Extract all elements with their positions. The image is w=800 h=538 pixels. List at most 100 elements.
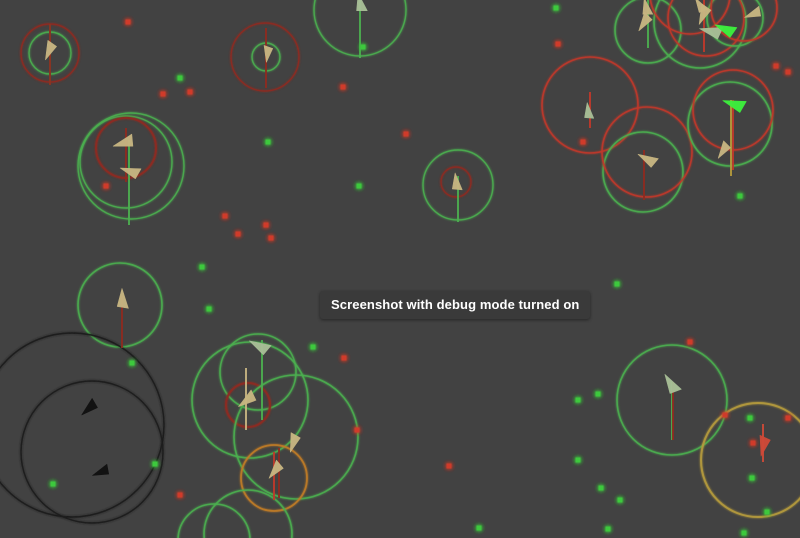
- range-circle: [233, 374, 359, 500]
- contact-dot: [356, 183, 362, 189]
- contact-dot: [310, 344, 316, 350]
- unit-marker-ne-5: [638, 11, 653, 32]
- contact-dot: [265, 139, 271, 145]
- unit-marker-ne-2: [637, 153, 659, 168]
- contact-dot: [177, 75, 183, 81]
- range-circle: [706, 0, 764, 47]
- unit-marker-s-4: [268, 459, 284, 479]
- contact-dot: [773, 63, 779, 69]
- unit-marker-s-2: [238, 389, 257, 407]
- contact-dot: [747, 415, 753, 421]
- contact-dot: [741, 530, 747, 536]
- range-circle: [541, 56, 639, 154]
- contact-dot: [50, 481, 56, 487]
- contact-dot: [268, 235, 274, 241]
- range-circle: [240, 444, 308, 512]
- contact-dot: [785, 69, 791, 75]
- contact-dot: [160, 91, 166, 97]
- range-circle: [191, 341, 309, 459]
- range-circle: [225, 382, 271, 428]
- contact-dot: [749, 475, 755, 481]
- contact-dot: [617, 497, 623, 503]
- contact-dot: [764, 509, 770, 515]
- unit-marker-group: [45, 0, 771, 479]
- contact-dot: [575, 457, 581, 463]
- contact-dot: [103, 183, 109, 189]
- contact-dot: [152, 461, 158, 467]
- contact-dot: [750, 440, 756, 446]
- contact-dot: [235, 231, 241, 237]
- contact-dot: [595, 391, 601, 397]
- unit-marker-ne-6: [642, 0, 654, 15]
- unit-marker-n-2: [356, 0, 368, 11]
- debug-mode-tooltip: Screenshot with debug mode turned on: [320, 291, 591, 319]
- contact-dot: [354, 427, 360, 433]
- contact-dot: [614, 281, 620, 287]
- range-circle: [700, 402, 800, 518]
- range-circle: [649, 0, 731, 35]
- unit-marker-w-1: [112, 133, 134, 147]
- unit-marker-ne-3: [722, 100, 747, 113]
- contact-dot: [785, 415, 791, 421]
- contact-dot: [360, 44, 366, 50]
- unit-marker-w-2: [119, 167, 142, 179]
- contact-dot: [263, 222, 269, 228]
- contact-dot: [722, 412, 728, 418]
- range-circle: [710, 0, 778, 42]
- range-circle: [616, 344, 728, 456]
- contact-dot: [446, 463, 452, 469]
- unit-marker-se-1: [664, 374, 682, 394]
- contact-dot: [555, 41, 561, 47]
- unit-marker-ne-11: [695, 0, 709, 13]
- range-circle: [602, 131, 684, 213]
- contact-dot: [187, 89, 193, 95]
- contact-dot: [222, 213, 228, 219]
- unit-marker-n-1: [263, 45, 274, 63]
- unit-marker-w-3: [116, 288, 129, 309]
- range-circle: [230, 22, 300, 92]
- range-circle: [0, 332, 165, 518]
- contact-dot: [737, 193, 743, 199]
- range-circle: [77, 112, 185, 220]
- range-circle: [614, 0, 682, 64]
- contact-dot: [580, 139, 586, 145]
- unit-marker-s-3: [290, 432, 301, 453]
- contact-dot: [553, 5, 559, 11]
- contact-dot: [177, 492, 183, 498]
- unit-marker-ne-1: [584, 102, 595, 119]
- unit-marker-s-1: [249, 340, 272, 356]
- range-circle: [653, 0, 747, 69]
- contact-dot: [403, 131, 409, 137]
- contact-dot: [605, 526, 611, 532]
- contact-dot: [476, 525, 482, 531]
- range-circle: [20, 380, 164, 524]
- contact-dot: [687, 339, 693, 345]
- range-circle: [667, 0, 745, 57]
- contact-dot: [199, 264, 205, 270]
- unit-marker-ne-10: [744, 5, 761, 18]
- unit-marker-c-1: [452, 172, 463, 191]
- unit-marker-dark-2: [92, 463, 109, 476]
- range-circle: [440, 166, 472, 198]
- contact-dot: [341, 355, 347, 361]
- range-circle: [79, 115, 173, 209]
- unit-marker-ne-9: [714, 24, 738, 38]
- range-circle: [601, 106, 693, 198]
- contact-dot: [575, 397, 581, 403]
- contact-dot-group: [50, 5, 791, 536]
- range-circle: [219, 333, 297, 411]
- unit-marker-se-2: [759, 435, 771, 457]
- contact-dot: [129, 360, 135, 366]
- range-circle: [203, 489, 293, 538]
- contact-dot: [125, 19, 131, 25]
- range-circle: [177, 503, 251, 538]
- contact-dot: [340, 84, 346, 90]
- unit-marker-ne-8: [699, 27, 724, 40]
- unit-marker-dark-1: [81, 398, 98, 416]
- unit-marker-nw-1: [45, 40, 57, 61]
- contact-dot: [598, 485, 604, 491]
- unit-marker-ne-4: [717, 140, 731, 159]
